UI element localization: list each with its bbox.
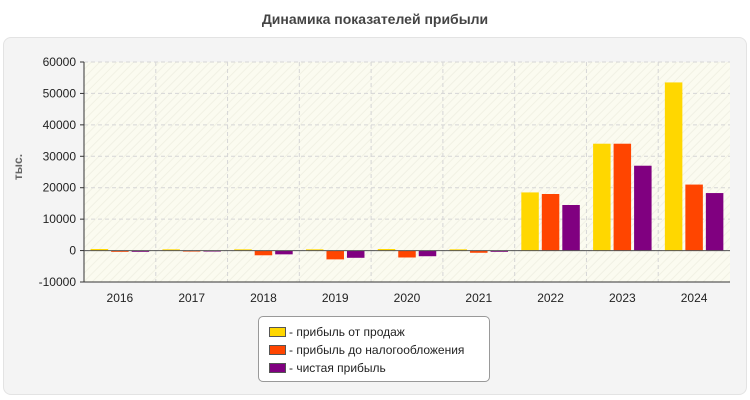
plot-area (84, 62, 730, 282)
y-tick-label: 40000 (43, 118, 77, 132)
legend-label-pretax-profit: - прибыль до налогообложения (289, 343, 465, 357)
legend-swatch-net-profit (269, 363, 286, 373)
x-tick-label: 2020 (394, 291, 421, 305)
bar-2016-series-1 (90, 249, 109, 251)
bar-2017-series-1 (162, 249, 180, 251)
bar-2024-series-3 (705, 193, 724, 251)
chart-title: Динамика показателей прибыли (261, 11, 489, 27)
x-tick-label: 2023 (609, 291, 636, 305)
legend-swatch-sales-profit (269, 327, 286, 337)
legend-label-sales-profit: - прибыль от продаж (289, 325, 405, 339)
bar-2023-series-1 (593, 143, 611, 251)
bar-2022-series-2 (541, 194, 560, 251)
y-tick-label: 0 (69, 244, 76, 258)
legend-label-net-profit: - чистая прибыль (289, 361, 386, 375)
bar-2023-series-2 (613, 143, 632, 251)
legend-item-sales-profit: - прибыль от продаж (269, 323, 479, 341)
bar-2018-series-3 (275, 250, 293, 255)
bar-2018-series-1 (234, 249, 252, 251)
bar-2018-series-2 (254, 250, 273, 256)
bar-2021-series-1 (449, 249, 468, 251)
bar-2019-series-2 (326, 250, 344, 260)
bar-2016-series-3 (131, 250, 150, 252)
y-tick-label: 10000 (43, 212, 77, 226)
bar-2020-series-1 (377, 249, 396, 251)
bar-2016-series-2 (111, 250, 129, 252)
bar-2023-series-3 (634, 165, 652, 251)
y-tick-label: -10000 (39, 275, 77, 289)
y-tick-label: 30000 (43, 149, 77, 163)
x-tick-label: 2017 (178, 291, 205, 305)
bar-2019-series-1 (305, 249, 324, 251)
bar-2024-series-1 (664, 82, 683, 251)
y-tick-label: 60000 (43, 55, 77, 69)
y-tick-label: 50000 (43, 86, 77, 100)
bar-2021-series-3 (490, 250, 509, 252)
bar-2019-series-3 (346, 250, 365, 258)
x-tick-label: 2021 (465, 291, 492, 305)
bar-2024-series-2 (685, 184, 703, 251)
x-tick-label: 2018 (250, 291, 277, 305)
x-tick-label: 2016 (107, 291, 134, 305)
y-tick-label: 20000 (43, 181, 77, 195)
legend-swatch-pretax-profit (269, 345, 286, 355)
bar-2022-series-1 (521, 192, 539, 251)
y-axis-label: тыс. (11, 154, 25, 180)
legend-item-pretax-profit: - прибыль до налогообложения (269, 341, 479, 359)
x-tick-label: 2019 (322, 291, 349, 305)
bar-2022-series-3 (562, 205, 580, 251)
x-tick-label: 2024 (681, 291, 708, 305)
bar-2020-series-3 (418, 250, 437, 257)
bar-2021-series-2 (470, 250, 488, 253)
x-tick-label: 2022 (537, 291, 564, 305)
legend-item-net-profit: - чистая прибыль (269, 359, 479, 377)
bar-2020-series-2 (398, 250, 416, 258)
legend: - прибыль от продаж - прибыль до налогоо… (258, 316, 490, 382)
